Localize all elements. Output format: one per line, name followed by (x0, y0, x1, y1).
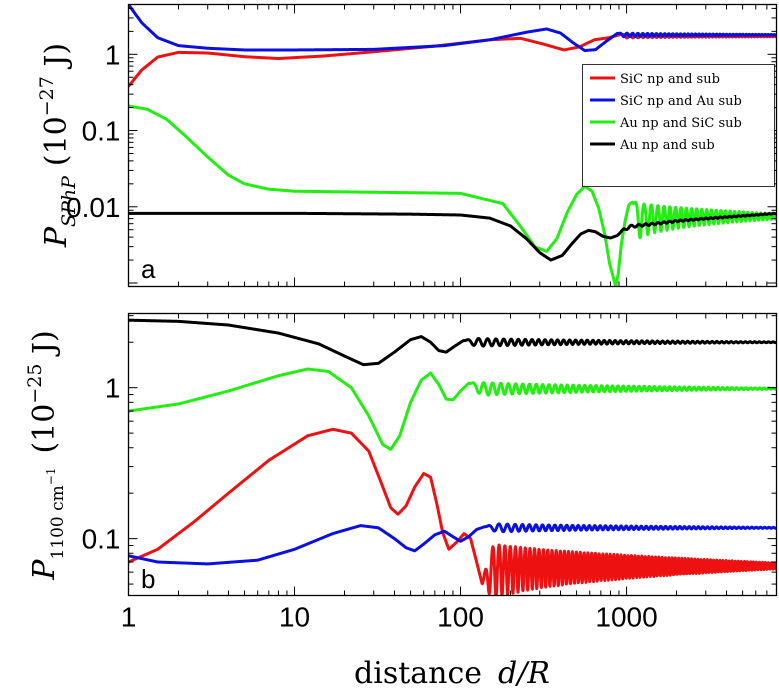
ylabel-b-main: P (27, 559, 62, 581)
ylabel-a-exp: −27 (36, 76, 58, 116)
ylabel-a-main: P (39, 226, 74, 248)
panel-b-label: b (141, 564, 155, 594)
xlabel-math: d/R (498, 656, 550, 691)
panel-a-legend: SiC np and sub SiC np and Au sub Au np a… (582, 64, 775, 187)
y-tick-label-b-0-1: 0.1 (82, 524, 121, 555)
ylabel-b-unit: (10 (27, 404, 62, 454)
ylabel-b-exp: −25 (24, 364, 46, 404)
ylabel-a-sub: SPhP (58, 175, 80, 227)
ylabel-b-unit-end: J) (27, 330, 62, 363)
series-line-sic-np-and-sub-panel-b (128, 427, 777, 596)
legend-entry-sic-np-au-sub: SiC np and Au sub (620, 94, 742, 109)
panel-b-ylabel: P1100 cm−1 (10−25 J) (24, 330, 68, 580)
ylabel-a-unit: (10 (39, 116, 74, 166)
legend-entry-sic-np-sub: SiC np and sub (620, 72, 720, 87)
y-tick-label-a-0-01: 0.01 (66, 192, 121, 223)
ylabel-a-unit-end: J) (39, 43, 74, 76)
series-line-au-np-and-sic-sub-panel-a (128, 104, 777, 287)
x-tick-label-1: 1 (121, 602, 137, 633)
legend-box (582, 64, 775, 187)
panel-a-series-group (128, 4, 777, 287)
series-line-sic-np-and-au-sub-panel-b (128, 522, 777, 566)
xlabel-word: distance (354, 656, 482, 691)
panel-a-ylabel: PSPhP (10−27 J) (36, 43, 80, 248)
y-tick-label-a-1: 1 (105, 39, 121, 70)
panel-a: 0.01 0.1 1 a SiC np and sub SiC np and Au … (36, 3, 778, 288)
series-line-au-np-and-sic-sub-panel-b (128, 367, 777, 451)
series-line-au-np-and-sub-panel-b (128, 318, 777, 367)
ylabel-b-sub-exp: −1 (44, 468, 58, 486)
panel-b-series-group (128, 318, 777, 596)
x-tick-label-1000: 1000 (595, 602, 657, 633)
series-line-au-np-and-sub-panel-a (128, 211, 777, 262)
y-tick-label-b-1: 1 (105, 373, 121, 404)
x-tick-label-100: 100 (437, 602, 484, 633)
panel-b: 0.1 1 1 10 100 1000 b P1100 cm−1 (10−25 J) dis… (24, 312, 778, 691)
legend-entry-au-np-sub: Au np and sub (619, 138, 715, 153)
panel-a-label: a (141, 254, 156, 284)
legend-entry-au-np-sic-sub: Au np and SiC sub (619, 116, 742, 131)
panel-b-ticks: 0.1 1 1 10 100 1000 (82, 313, 777, 633)
ylabel-b-sub: 1100 cm (48, 485, 68, 559)
x-axis-label: distance d/R (354, 656, 550, 691)
x-tick-label-10: 10 (279, 602, 310, 633)
y-tick-label-a-0-1: 0.1 (82, 116, 121, 147)
series-line-sic-np-and-au-sub-panel-a (128, 4, 777, 53)
panel-a-ticks: 0.01 0.1 1 (66, 4, 777, 287)
